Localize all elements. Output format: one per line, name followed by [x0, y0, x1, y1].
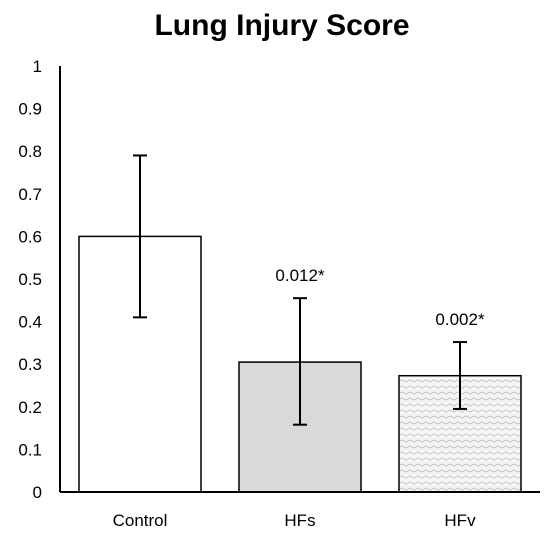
y-tick-label: 0.5 — [18, 270, 42, 289]
y-tick-label: 0.6 — [18, 227, 42, 246]
y-tick-label: 0.4 — [18, 313, 42, 332]
y-tick-label: 0.2 — [18, 398, 42, 417]
y-tick-label: 0.3 — [18, 355, 42, 374]
category-label-control: Control — [113, 511, 168, 530]
y-tick-label: 1 — [33, 57, 42, 76]
y-tick-label: 0.7 — [18, 185, 42, 204]
y-tick-label: 0.8 — [18, 142, 42, 161]
error-bar-hfs — [293, 297, 307, 426]
x-axis-category-labels: Control HFs HFv — [113, 511, 476, 530]
error-bars — [133, 154, 467, 426]
error-bar-hfv — [453, 341, 467, 410]
category-label-hfs: HFs — [284, 511, 315, 530]
annotation-hfs: 0.012* — [275, 266, 325, 285]
chart-title: Lung Injury Score — [154, 9, 409, 42]
significance-annotations: 0.012* 0.002* — [275, 266, 485, 329]
y-tick-label: 0.9 — [18, 100, 42, 119]
annotation-hfv: 0.002* — [435, 310, 485, 329]
category-label-hfv: HFv — [444, 511, 476, 530]
error-bar-control — [133, 154, 147, 319]
y-tick-label: 0 — [33, 483, 42, 502]
y-tick-label: 0.1 — [18, 440, 42, 459]
y-axis-tick-labels: 0 0.1 0.2 0.3 0.4 0.5 0.6 0.7 0.8 0.9 1 — [18, 57, 42, 502]
